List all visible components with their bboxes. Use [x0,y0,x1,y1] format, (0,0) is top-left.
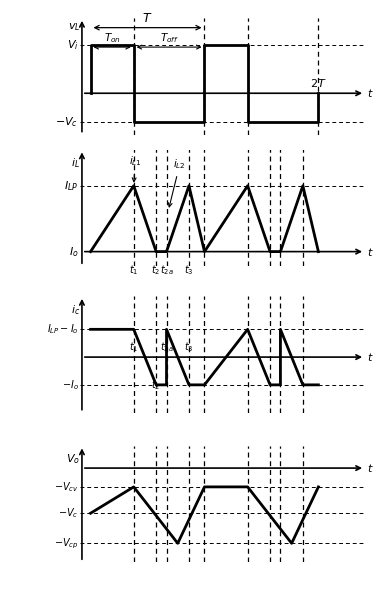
Text: $t_2$: $t_2$ [152,378,161,392]
Text: $I_o$: $I_o$ [69,245,78,258]
Text: $t_3$: $t_3$ [184,263,194,277]
Text: $-V_{cp}$: $-V_{cp}$ [54,536,78,551]
Text: $t$: $t$ [367,351,374,363]
Text: $-I_o$: $-I_o$ [62,378,78,392]
Text: $T_{off}$: $T_{off}$ [160,31,178,45]
Text: $i_{L1}$: $i_{L1}$ [129,155,141,182]
Text: $t_1$: $t_1$ [129,263,138,277]
Text: $I_{LP}-I_o$: $I_{LP}-I_o$ [47,322,78,336]
Text: $t$: $t$ [367,462,374,474]
Text: $i_{L}$: $i_{L}$ [71,157,80,170]
Text: $t_{2a}$: $t_{2a}$ [160,263,173,277]
Text: $t$: $t$ [367,246,374,258]
Text: $i_{c}$: $i_{c}$ [71,303,80,317]
Text: $-V_{cv}$: $-V_{cv}$ [54,480,78,494]
Text: $t_1$: $t_1$ [129,340,138,354]
Text: $V_i$: $V_i$ [67,38,78,51]
Text: $i_{L2}$: $i_{L2}$ [168,157,186,207]
Text: $t_{2a}$: $t_{2a}$ [160,340,173,354]
Text: $V_{o}$: $V_{o}$ [66,453,80,466]
Text: $-V_c$: $-V_c$ [55,115,78,129]
Text: $T$: $T$ [142,12,153,25]
Text: $t_3$: $t_3$ [184,340,194,354]
Text: $-V_c$: $-V_c$ [58,507,78,520]
Text: $t$: $t$ [367,87,374,99]
Text: $T_{on}$: $T_{on}$ [104,31,121,45]
Text: $t_2$: $t_2$ [152,263,161,277]
Text: $v_{L}$: $v_{L}$ [68,22,80,33]
Text: $2T$: $2T$ [310,77,327,89]
Text: $I_{LP}$: $I_{LP}$ [64,179,78,193]
